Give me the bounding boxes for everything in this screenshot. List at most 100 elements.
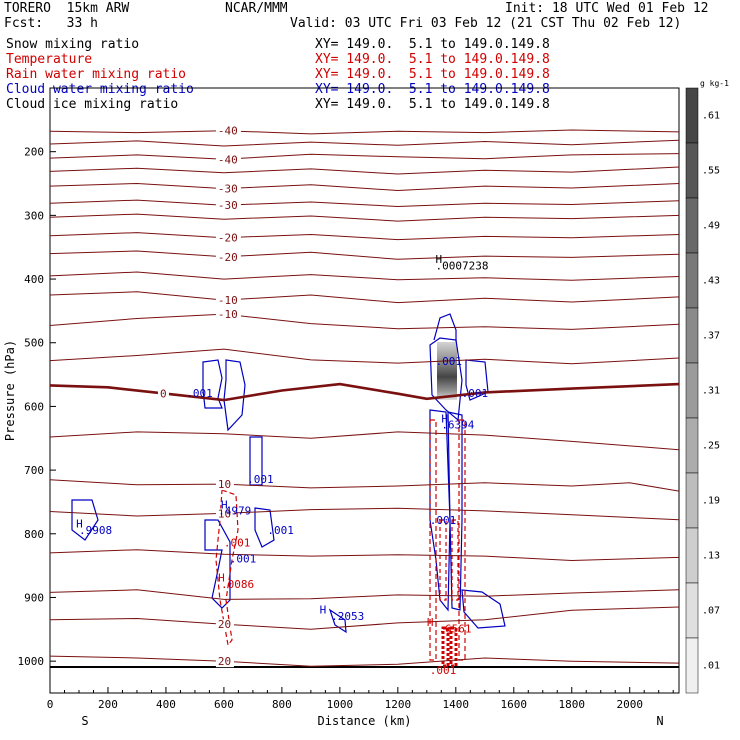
colorbar: .61 .55 .49 .43 .37 .31 .25 .19 .13 .07 .01 g kg-1: [685, 79, 729, 694]
y-tick-label: 500: [24, 337, 44, 350]
colorbar-swatch: [685, 252, 699, 309]
colorbar-swatch: [685, 527, 699, 584]
temperature-label-8: -20: [218, 251, 238, 264]
temperature-contour-14: [50, 431, 679, 451]
temperature-contour-5: [50, 199, 679, 208]
forecast-hour: Fcst: 33 h: [4, 16, 98, 31]
temperature-contour-2: [50, 153, 679, 160]
field-xy-rain: XY= 149.0. 5.1 to 149.0.149.8: [315, 67, 550, 82]
annotation-15: H: [218, 572, 225, 585]
colorbar-swatch: [685, 142, 699, 199]
colorbar-swatch: [685, 417, 699, 474]
y-tick-label: 400: [24, 273, 44, 286]
x-tick-label: 2000: [616, 698, 643, 711]
annotation-4: H: [441, 412, 448, 425]
colorbar-swatch: [685, 582, 699, 639]
x-tick-label: 1400: [443, 698, 470, 711]
colorbar-label: .01: [702, 661, 720, 672]
y-tick-label: 200: [24, 146, 44, 159]
annotation-10: H: [76, 517, 83, 530]
colorbar-label: .61: [702, 111, 720, 122]
temperature-contour-10: [50, 291, 679, 304]
colorbar-swatch: [685, 307, 699, 364]
temperature-label-bg-13: [157, 388, 169, 400]
annotation-8: H: [221, 498, 228, 511]
temperature-label-bg-10: [215, 295, 241, 307]
colorbar-label: .19: [702, 496, 720, 507]
colorbar-swatch: [685, 197, 699, 254]
org-label: NCAR/MMM: [225, 1, 288, 16]
temperature-label-15: 10: [218, 478, 231, 491]
temperature-label-7: -20: [218, 232, 238, 245]
annotation-5: .6394: [441, 419, 474, 432]
field-xy-cloud-ice: XY= 149.0. 5.1 to 149.0.149.8: [315, 97, 550, 112]
temperature-contour-13: [50, 382, 679, 402]
y-axis-label: Pressure (hPa): [3, 340, 17, 441]
temperature-contour-17: [50, 549, 679, 562]
temperature-contours: -40 -40 -30 -30 -20 -20 -10-10 0 10 10 20 20: [50, 125, 679, 668]
plot-frame: [49, 87, 680, 694]
field-label-cloud-ice: Cloud ice mixing ratio: [6, 97, 179, 112]
field-label-cloud-water: Cloud water mixing ratio: [6, 82, 194, 97]
x-axis-label: Distance (km): [318, 714, 412, 728]
y-tick-label: 700: [24, 464, 44, 477]
colorbar-label: .49: [702, 221, 720, 232]
temperature-label-11: -10: [218, 308, 238, 321]
colorbar-label: .25: [702, 441, 720, 452]
colorbar-label: .55: [702, 166, 720, 177]
field-label-rain: Rain water mixing ratio: [6, 67, 187, 82]
annotation-22: .001: [430, 514, 457, 527]
annotation-14: .001: [230, 552, 257, 565]
annotation-18: .2053: [331, 610, 364, 623]
y-tick-label: 300: [24, 209, 44, 222]
temperature-label-5: -30: [218, 199, 238, 212]
temperature-contour-20: [50, 655, 679, 667]
colorbar-swatch: [685, 362, 699, 419]
annotation-12: .001: [267, 524, 294, 537]
temperature-contour-3: [50, 166, 679, 175]
x-tick-label: 1000: [327, 698, 354, 711]
temperature-contour-8: [50, 250, 679, 260]
x-tick-label: 400: [156, 698, 176, 711]
temperature-label-bg-5: [215, 200, 241, 212]
y-tick-label: 900: [24, 591, 44, 604]
colorbar-unit: g kg-1: [700, 79, 729, 88]
temperature-label-0: -40: [218, 125, 238, 138]
temperature-contour-0: [50, 129, 679, 135]
init-time: Init: 18 UTC Wed 01 Feb 12: [505, 1, 709, 16]
rain-water-contours: [215, 419, 466, 668]
annotation-9: .4979: [218, 505, 251, 518]
axes: 0 200 400 600 800 1000 1200 1400 1600 1800 2000200…: [3, 146, 674, 728]
temperature-contour-16: [50, 507, 679, 521]
annotation-6: .001: [186, 387, 213, 400]
annotation-1: .0007238: [436, 260, 489, 273]
annotation-2: .001: [436, 355, 463, 368]
temperature-label-13: 0: [160, 388, 167, 401]
temperature-contour-4: [50, 182, 679, 192]
annotation-3: .001: [462, 387, 489, 400]
temperature-label-bg-11: [215, 309, 241, 321]
temperature-label-2: -40: [218, 153, 238, 166]
field-label-snow: Snow mixing ratio: [6, 37, 140, 52]
temperature-label-4: -30: [218, 183, 238, 196]
annotation-11: .9908: [79, 524, 112, 537]
temperature-contour-12: [50, 348, 679, 365]
annotation-21: .001: [430, 664, 457, 677]
temperature-label-16: 10: [218, 507, 231, 520]
y-tick-label: 600: [24, 400, 44, 413]
temperature-label-bg-8: [215, 251, 241, 263]
x-tick-label: 1200: [385, 698, 412, 711]
temperature-contour-1: [50, 139, 679, 147]
colorbar-swatch: [685, 472, 699, 529]
temperature-label-19: 20: [218, 618, 231, 631]
temperature-label-bg-20: [215, 656, 234, 668]
endpoint-right: N: [656, 714, 663, 728]
temperature-label-bg-7: [215, 232, 241, 244]
annotation-17: H: [320, 603, 327, 616]
snow-column: [437, 342, 457, 400]
temperature-label-bg-19: [215, 619, 234, 631]
temperature-contour-11: [50, 313, 679, 330]
temperature-contour-19: [50, 606, 679, 630]
field-xy-cloud-water: XY= 149.0. 5.1 to 149.0.149.8: [315, 82, 550, 97]
